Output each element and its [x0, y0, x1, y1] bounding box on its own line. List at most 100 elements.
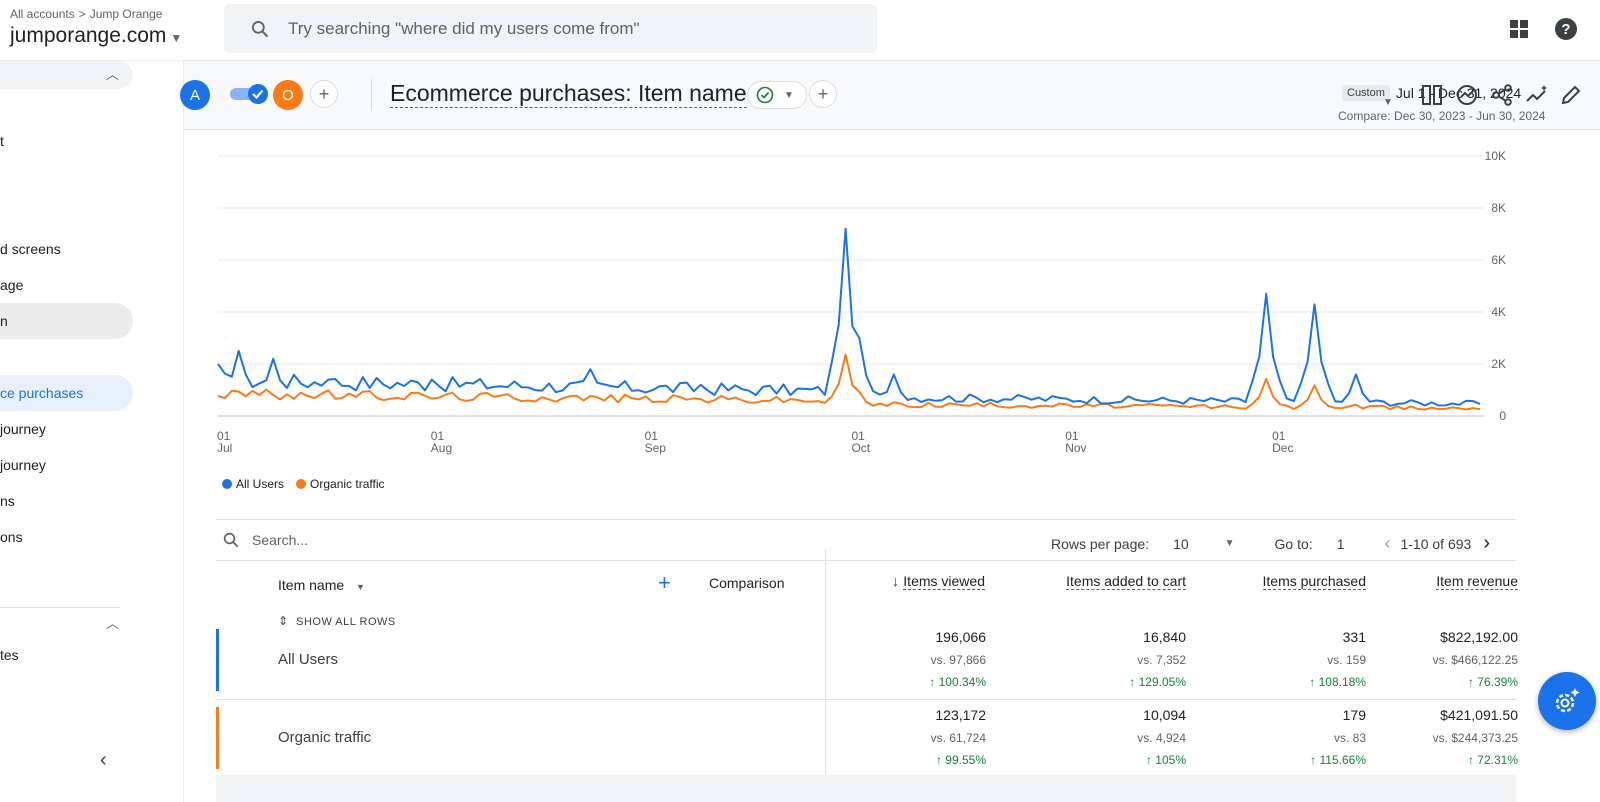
show-all-rows-button[interactable]: ⇕ SHOW ALL ROWS [278, 614, 396, 628]
table-toolbar: Rows per page: 10 ▼ Go to: 1 ‹ 1-10 of 6… [216, 519, 1516, 561]
cell-items-added: 16,840 vs. 7,352 ↑ 129.05% [1046, 629, 1186, 689]
show-all-rows-label: SHOW ALL ROWS [296, 616, 396, 628]
breadcrumb-account[interactable]: Jump Orange [89, 7, 163, 21]
table-search-input[interactable] [252, 532, 552, 548]
dimension-selector[interactable]: Item name ▼ [278, 577, 365, 593]
settings-sparkle-fab[interactable] [1538, 672, 1596, 730]
x-tick-day: 01 [431, 429, 445, 443]
row-label: All Users [278, 651, 339, 668]
sort-arrow-down-icon: ↓ [891, 573, 900, 590]
cell-item-revenue: $421,091.50 vs. $244,373.25 ↑ 72.31% [1378, 707, 1518, 767]
x-tick-day: 01 [851, 429, 865, 443]
y-tick-label: 2K [1491, 357, 1506, 371]
pagination-range: 1-10 of 693 [1400, 535, 1472, 552]
collapse-nav-icon[interactable]: ‹ [100, 749, 107, 771]
help-icon[interactable]: ? [1553, 16, 1579, 42]
cell-items-viewed: 196,066 vs. 97,866 ↑ 100.34% [866, 629, 986, 689]
apps-grid-icon[interactable] [1506, 16, 1532, 42]
left-nav: ︿ t d screens age n ce purchases journey… [0, 61, 184, 802]
cell-change: ↑ 129.05% [1129, 675, 1186, 689]
chevron-right-icon[interactable]: › [1483, 532, 1490, 554]
goto-input[interactable]: 1 [1336, 535, 1345, 552]
chevron-up-icon[interactable]: ︿ [106, 67, 120, 82]
nav-section-header[interactable]: ︿ [0, 61, 133, 89]
cell-change-value: 108.18% [1318, 675, 1366, 689]
trend-sparkle-icon[interactable] [1525, 83, 1549, 107]
table-row[interactable]: All Users 196,066 vs. 97,866 ↑ 100.34% 1… [216, 627, 1518, 704]
table-row[interactable]: Organic traffic 123,172 vs. 61,724 ↑ 99.… [216, 705, 1518, 782]
legend-all-users: All Users [222, 477, 284, 491]
nav-item-2[interactable] [0, 159, 133, 195]
nav-item-promotions[interactable]: ns [0, 493, 15, 509]
report-main: 10K 8K 6K 4K 2K 0 01 Jul 01 Aug 01 Sep 01 Oct 01 Nov 01 D… [184, 131, 1600, 802]
nav-item-hovered[interactable]: n [0, 303, 133, 339]
chevron-left-icon[interactable]: ‹ [1384, 533, 1391, 553]
share-icon[interactable] [1490, 83, 1514, 107]
caret-down-icon[interactable]: ▼ [1383, 97, 1393, 108]
cell-value: 179 [1342, 707, 1366, 723]
series-line-all-users [217, 227, 1481, 407]
cell-value: 16,840 [1143, 629, 1186, 645]
column-divider [825, 549, 826, 802]
nav-item-purchase-journey[interactable]: journey [0, 421, 46, 437]
breadcrumb[interactable]: All accounts > Jump Orange [10, 7, 162, 21]
rows-per-page-value[interactable]: 10 [1173, 535, 1189, 552]
x-tick-month: Aug [431, 441, 452, 455]
nav-item-checkout-journey[interactable]: journey [0, 457, 46, 473]
segment-o-avatar[interactable]: O [273, 80, 303, 110]
chevron-up-icon[interactable]: ︿ [106, 616, 120, 631]
nav-item-pages-screens[interactable]: d screens [0, 241, 61, 257]
edit-pencil-icon[interactable] [1559, 83, 1583, 107]
nav-item-ecommerce-purchases[interactable]: ce purchases [0, 375, 133, 411]
cell-change: ↑ 100.34% [929, 675, 986, 689]
x-tick-day: 01 [1272, 429, 1286, 443]
x-tick-day: 01 [645, 429, 659, 443]
y-tick-label: 6K [1491, 253, 1506, 267]
cell-change-value: 100.34% [938, 675, 986, 689]
nav-item-transactions[interactable]: ons [0, 529, 23, 545]
cell-items-added: 10,094 vs. 4,924 ↑ 105% [1046, 707, 1186, 767]
nav-item-attributes[interactable]: tes [0, 647, 19, 663]
property-selector[interactable]: jumporange.com ▼ [10, 24, 182, 48]
compare-range: Compare: Dec 30, 2023 - Jun 30, 2024 [1338, 109, 1546, 123]
page-title: Ecommerce purchases: Item name [390, 80, 747, 108]
cell-compare: vs. $466,122.25 [1432, 653, 1518, 667]
line-chart: 10K8K6K4K2K001Jul01Aug01Sep01Oct01Nov01D… [217, 149, 1506, 455]
breadcrumb-all-accounts[interactable]: All accounts [10, 7, 75, 21]
segment-a-avatar[interactable]: A [180, 80, 210, 110]
add-dimension-icon[interactable]: + [658, 570, 671, 595]
goto-label: Go to: [1274, 535, 1313, 552]
compare-columns-icon[interactable] [1420, 83, 1444, 107]
items-added-label: Items added to cart [1066, 573, 1186, 590]
insights-icon[interactable] [1455, 83, 1479, 107]
cell-items-purchased: 179 vs. 83 ↑ 115.66% [1226, 707, 1366, 767]
cell-change: ↑ 108.18% [1309, 675, 1366, 689]
series-line-organic-traffic [217, 353, 1481, 411]
items-viewed-header[interactable]: ↓ Items viewed [865, 573, 985, 591]
report-status-pill[interactable]: ▼ [747, 81, 807, 109]
nav-item-6[interactable] [0, 339, 133, 375]
items-purchased-header[interactable]: Items purchased [1226, 573, 1366, 591]
search-icon [223, 532, 239, 548]
table-footer [216, 775, 1516, 802]
add-report-button[interactable]: + [809, 80, 837, 108]
add-comparison-button[interactable]: + [310, 80, 338, 108]
custom-chip: Custom [1342, 85, 1390, 101]
expand-rows-icon: ⇕ [278, 614, 289, 628]
nav-item-landing-page[interactable]: age [0, 277, 24, 293]
nav-item-1[interactable]: t [0, 133, 4, 149]
items-added-header[interactable]: Items added to cart [1026, 573, 1186, 591]
dimension-header-label: Item name [278, 577, 345, 593]
global-search-input[interactable] [288, 18, 808, 39]
caret-down-icon: ▼ [356, 582, 365, 592]
caret-down-icon: ▼ [170, 31, 183, 45]
property-name: jumporange.com [10, 24, 167, 47]
caret-down-icon[interactable]: ▼ [1224, 538, 1235, 549]
item-revenue-header[interactable]: Item revenue [1386, 573, 1518, 591]
cell-change: ↑ 99.55% [935, 753, 986, 767]
cell-compare: vs. 97,866 [930, 653, 986, 667]
global-search[interactable] [224, 4, 877, 53]
cell-compare: vs. 83 [1333, 731, 1366, 745]
segment-toggle[interactable] [230, 83, 270, 105]
cell-items-viewed: 123,172 vs. 61,724 ↑ 99.55% [866, 707, 986, 767]
